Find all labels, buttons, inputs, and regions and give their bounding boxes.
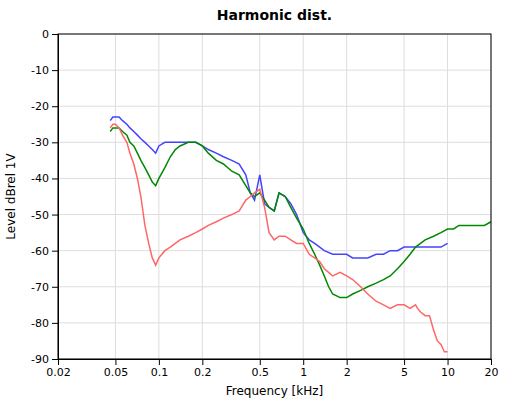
series-line <box>110 124 447 352</box>
tick: -30 <box>31 136 58 149</box>
tick-label: 1 <box>300 366 307 379</box>
grid-line-x <box>202 34 203 359</box>
tick: -70 <box>31 281 58 294</box>
title: Harmonic dist. <box>217 7 332 23</box>
plot-frame <box>58 34 491 359</box>
tick: -80 <box>31 317 58 330</box>
tick-mark <box>448 359 449 365</box>
tick-mark <box>491 359 492 365</box>
tick: 20 <box>485 359 499 379</box>
grid-line-y <box>58 178 491 179</box>
tick: 10 <box>441 359 455 379</box>
tick-mark <box>347 359 348 365</box>
tick: -40 <box>31 172 58 185</box>
tick: -90 <box>31 353 58 366</box>
tick-mark <box>404 359 405 365</box>
y-axis-title: Level dBrel 1V <box>4 153 18 240</box>
tick: 0.02 <box>46 359 71 379</box>
tick-mark <box>52 215 58 216</box>
tick: 5 <box>401 359 408 379</box>
tick-mark <box>52 251 58 252</box>
grid-line-y <box>58 322 491 323</box>
grid-line-y <box>58 214 491 215</box>
tick-label: -10 <box>31 64 49 77</box>
grid-line-x <box>259 34 260 359</box>
grid-line-x <box>158 34 159 359</box>
grid-line-x <box>303 34 304 359</box>
tick-mark <box>115 359 116 365</box>
tick-mark <box>52 70 58 71</box>
tick-label: -20 <box>31 100 49 113</box>
tick-label: 0.05 <box>104 366 129 379</box>
tick-label: -80 <box>31 317 49 330</box>
tick-mark <box>52 142 58 143</box>
tick-label: -60 <box>31 245 49 258</box>
grid-line-x <box>115 34 116 359</box>
plot: 0.02 0.05 0.1 0.2 0.5 1 2 5 10 20 0 -10 -20 -30 -40 -50… <box>31 28 498 379</box>
tick-label: 0.02 <box>46 366 71 379</box>
tick: 0.05 <box>104 359 129 379</box>
tick-mark <box>202 359 203 365</box>
tick: -60 <box>31 245 58 258</box>
tick: 1 <box>300 359 307 379</box>
grid-line-y <box>58 286 491 287</box>
grid-line-y <box>58 70 491 71</box>
tick: -50 <box>31 209 58 222</box>
series-group <box>110 117 491 352</box>
tick: 2 <box>344 359 351 379</box>
x-axis: 0.02 0.05 0.1 0.2 0.5 1 2 5 10 20 <box>46 359 498 379</box>
tick-label: 2 <box>344 366 351 379</box>
tick-label: 0.5 <box>252 366 270 379</box>
tick-mark <box>52 359 58 360</box>
grid-line-x <box>447 34 448 359</box>
tick-mark <box>52 106 58 107</box>
grid-line-y <box>58 142 491 143</box>
tick-label: 20 <box>485 366 499 379</box>
y-axis: 0 -10 -20 -30 -40 -50 -60 -70 -80 -90 <box>31 28 58 366</box>
tick-label: 0.2 <box>194 366 212 379</box>
tick-mark <box>159 359 160 365</box>
axis-line <box>59 360 492 366</box>
tick: -10 <box>31 64 58 77</box>
series-line <box>110 128 491 298</box>
grid-line-y <box>58 106 491 107</box>
tick-label: -50 <box>31 209 49 222</box>
x-axis-title: Frequency [kHz] <box>226 384 323 398</box>
grid-line-x <box>404 34 405 359</box>
tick: 0.1 <box>151 359 169 379</box>
tick: -20 <box>31 100 58 113</box>
chart: 0.02 0.05 0.1 0.2 0.5 1 2 5 10 20 0 -10 -20 -30 -40 -50… <box>0 0 509 405</box>
tick-mark <box>303 359 304 365</box>
tick-label: 0 <box>42 28 49 41</box>
tick-label: 10 <box>441 366 455 379</box>
grid <box>58 34 491 359</box>
tick-label: -70 <box>31 281 49 294</box>
tick-mark <box>260 359 261 365</box>
tick: 0.5 <box>252 359 270 379</box>
tick-label: 5 <box>401 366 408 379</box>
tick-mark <box>52 34 58 35</box>
tick-label: -30 <box>31 136 49 149</box>
tick-mark <box>52 178 58 179</box>
tick: 0 <box>42 28 58 41</box>
tick-label: 0.1 <box>151 366 169 379</box>
grid-line-x <box>346 34 347 359</box>
tick-mark <box>52 323 58 324</box>
tick-label: -90 <box>31 353 49 366</box>
tick: 0.2 <box>194 359 212 379</box>
tick-label: -40 <box>31 172 49 185</box>
grid-line-y <box>58 250 491 251</box>
tick-mark <box>52 287 58 288</box>
